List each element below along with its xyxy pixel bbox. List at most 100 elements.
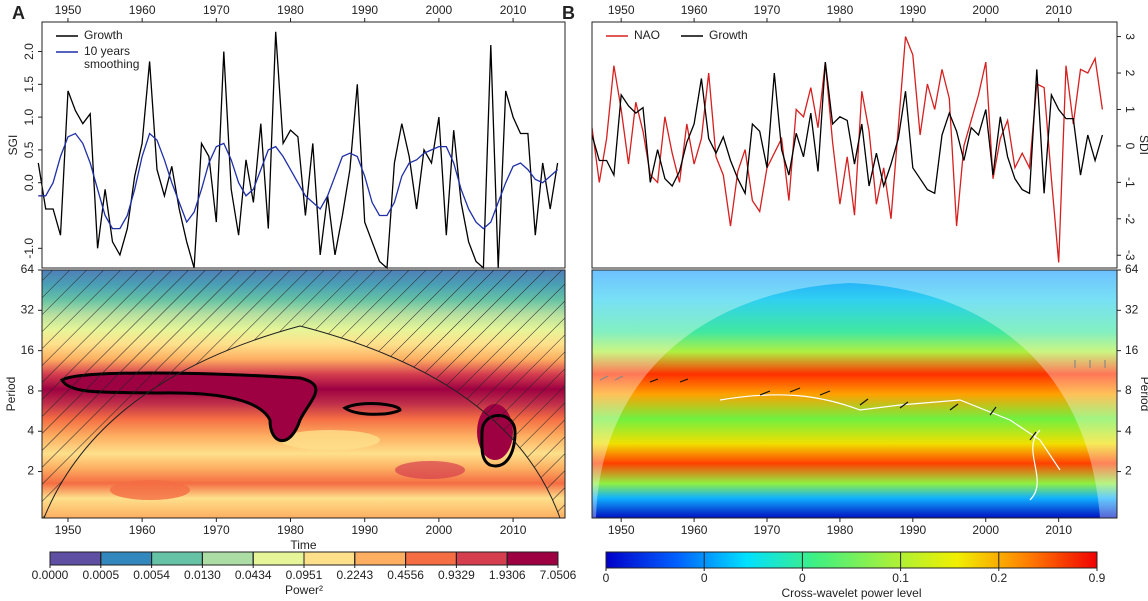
x-tick-label: 1950	[608, 3, 635, 17]
y-tick-label: 2.0	[22, 43, 36, 60]
x-tick-label: 1970	[203, 3, 230, 17]
x-tick-label: 1970	[754, 523, 781, 537]
x-tick-label: 1980	[277, 3, 304, 17]
y-axis-label: Period	[4, 377, 18, 412]
y-tick-label: 1.5	[22, 76, 36, 93]
colorbar-segment	[151, 551, 203, 566]
x-tick-label: 1980	[277, 523, 304, 537]
x-tick-label: 1990	[899, 523, 926, 537]
legend-label: NAO	[634, 29, 661, 42]
colorbar-segment	[455, 551, 508, 566]
y-axis-label: SDI	[1137, 135, 1148, 155]
colorbar-tick-label: 0.9	[1089, 571, 1106, 585]
x-tick-label: 1990	[899, 3, 926, 17]
series-line	[37, 31, 559, 270]
x-tick-label: 1980	[827, 523, 854, 537]
colorbar-segment	[354, 551, 407, 566]
colorbar-tick-label: 0.1	[892, 571, 909, 585]
x-tick-label: 2010	[500, 3, 527, 17]
colorbar-tick-label: 1.9306	[489, 568, 526, 582]
wavelet-field	[42, 270, 565, 519]
colorbar-tick-label: 0.0434	[235, 568, 272, 582]
x-tick-label: 2010	[1045, 523, 1072, 537]
colorbar-tick-label: 0.0000	[32, 568, 69, 582]
x-tick-label: 1990	[351, 3, 378, 17]
y-tick-label: 1.0	[22, 108, 36, 125]
legend-label: 10 years smoothing	[84, 45, 140, 71]
y-tick-label: 8	[1125, 383, 1132, 397]
legend-label: Growth	[84, 29, 123, 42]
legend-entry: NAO	[634, 29, 661, 42]
x-tick-label: 1960	[681, 3, 708, 17]
y-axis-label: Period	[1138, 377, 1148, 412]
legend-entry: Growth	[709, 29, 748, 42]
y-tick-label: 16	[21, 343, 35, 357]
y-tick-label: -1.0	[22, 238, 36, 259]
colorbar-tick-label: 0.0951	[286, 568, 323, 582]
y-tick-label: 2	[1123, 70, 1137, 77]
y-tick-label: 2	[27, 464, 34, 478]
colorbar-segment	[49, 551, 102, 566]
y-tick-label: -2	[1123, 213, 1137, 224]
colorbar-segment	[201, 551, 254, 566]
y-tick-label: 1	[1123, 106, 1137, 113]
colorbar-tick-label: 0.2243	[336, 568, 373, 582]
x-tick-label: 1990	[351, 523, 378, 537]
colorbar-segment	[252, 551, 305, 566]
colorbar	[605, 551, 1098, 569]
panel-label: B	[562, 3, 575, 23]
y-tick-label: 4	[1125, 423, 1132, 437]
colorbar-segment	[303, 551, 356, 566]
legend-entry: Growth	[84, 29, 123, 42]
y-tick-label: -3	[1123, 250, 1137, 261]
colorbar-tick-label: 0	[701, 571, 708, 585]
x-tick-label: 1960	[129, 3, 156, 17]
legend-label: Growth	[709, 29, 748, 42]
x-tick-label: 2000	[972, 523, 999, 537]
colorbar-tick-label: 0.0130	[184, 568, 221, 582]
colorbar-tick-label: 0	[603, 571, 610, 585]
series-line	[591, 62, 1104, 196]
x-tick-label: 2000	[426, 523, 453, 537]
y-tick-label: 4	[27, 423, 34, 437]
y-tick-label: 0.0	[22, 174, 36, 191]
x-tick-label: 2010	[500, 523, 527, 537]
x-tick-label: 2000	[972, 3, 999, 17]
colorbar-label: Cross-wavelet power level	[781, 586, 921, 600]
x-tick-label: 1950	[55, 523, 82, 537]
colorbar-tick-label: 7.0506	[540, 568, 577, 582]
cross-wavelet-field	[592, 270, 1117, 518]
x-tick-label: 1980	[827, 3, 854, 17]
y-tick-label: 3	[1123, 33, 1137, 40]
y-axis-label: SGI	[6, 135, 20, 156]
colorbar-tick-label: 0.0054	[133, 568, 170, 582]
colorbar-tick-label: 0	[799, 571, 806, 585]
y-tick-label: 32	[21, 302, 35, 316]
y-tick-label: -1	[1123, 177, 1137, 188]
series-line	[38, 132, 559, 230]
x-tick-label: 1950	[608, 523, 635, 537]
colorbar-segment	[405, 551, 457, 566]
y-tick-label: 0	[1123, 143, 1137, 150]
colorbar-segment	[100, 551, 153, 566]
y-tick-label: 64	[21, 262, 35, 276]
y-tick-label: 0.5	[22, 141, 36, 158]
colorbar-tick-label: 0.2	[990, 571, 1007, 585]
x-tick-label: 1970	[754, 3, 781, 17]
colorbar-segment	[506, 551, 559, 566]
legend-entry: 10 years smoothing	[84, 45, 140, 71]
y-tick-label: 64	[1125, 262, 1139, 276]
colorbar-tick-label: 0.9329	[438, 568, 475, 582]
y-tick-label: 16	[1125, 343, 1139, 357]
x-tick-label: 1970	[203, 523, 230, 537]
x-axis-label: Time	[290, 538, 317, 552]
x-tick-label: 1960	[681, 523, 708, 537]
colorbar-label: Power²	[285, 583, 323, 597]
series-line	[591, 36, 1104, 263]
colorbar-tick-label: 0.4556	[387, 568, 424, 582]
colorbar-tick-label: 0.0005	[82, 568, 119, 582]
frames	[41, 21, 1118, 519]
x-tick-label: 2010	[1045, 3, 1072, 17]
y-tick-label: 32	[1125, 302, 1139, 316]
